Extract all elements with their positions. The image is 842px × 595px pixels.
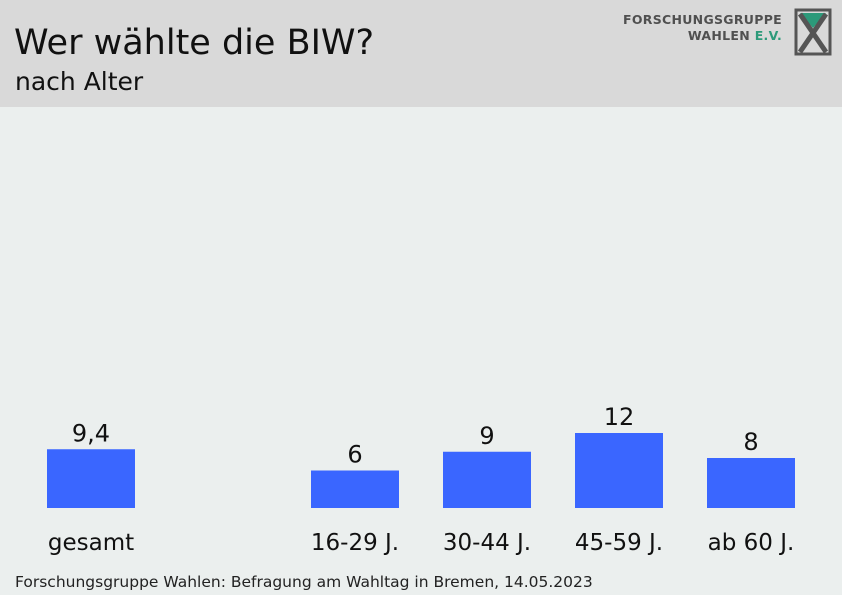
category-label-2: 30-44 J.: [443, 530, 531, 556]
chart-title: Wer wählte die BIW?: [14, 23, 375, 63]
logo-wordmark: FORSCHUNGSGRUPPE WAHLEN E.V.: [623, 12, 782, 44]
header-bar: Wer wählte die BIW? nach Alter FORSCHUNG…: [0, 0, 842, 107]
category-label-0: gesamt: [48, 530, 134, 556]
source-note: Forschungsgruppe Wahlen: Befragung am Wa…: [15, 573, 593, 591]
logo-line-2-accent: E.V.: [754, 28, 782, 43]
logo-line-2-main: WAHLEN: [687, 28, 755, 43]
data-label-2: 9: [479, 422, 494, 450]
bar-2: [443, 451, 531, 508]
data-label-4: 8: [743, 428, 758, 456]
bar-0: [47, 449, 135, 508]
chart-subtitle: nach Alter: [15, 67, 144, 96]
bar-4: [707, 458, 795, 508]
category-label-4: ab 60 J.: [708, 530, 795, 556]
data-label-0: 9,4: [72, 419, 110, 447]
data-label-1: 6: [347, 441, 362, 469]
ballot-cross-icon: [794, 8, 832, 56]
category-label-1: 16-29 J.: [311, 530, 399, 556]
bar-3: [575, 433, 663, 508]
category-label-3: 45-59 J.: [575, 530, 663, 556]
data-label-3: 12: [604, 403, 635, 431]
logo-line-1: FORSCHUNGSGRUPPE: [623, 12, 782, 27]
logo-line-2: WAHLEN E.V.: [623, 28, 782, 44]
bar-1: [311, 470, 399, 508]
